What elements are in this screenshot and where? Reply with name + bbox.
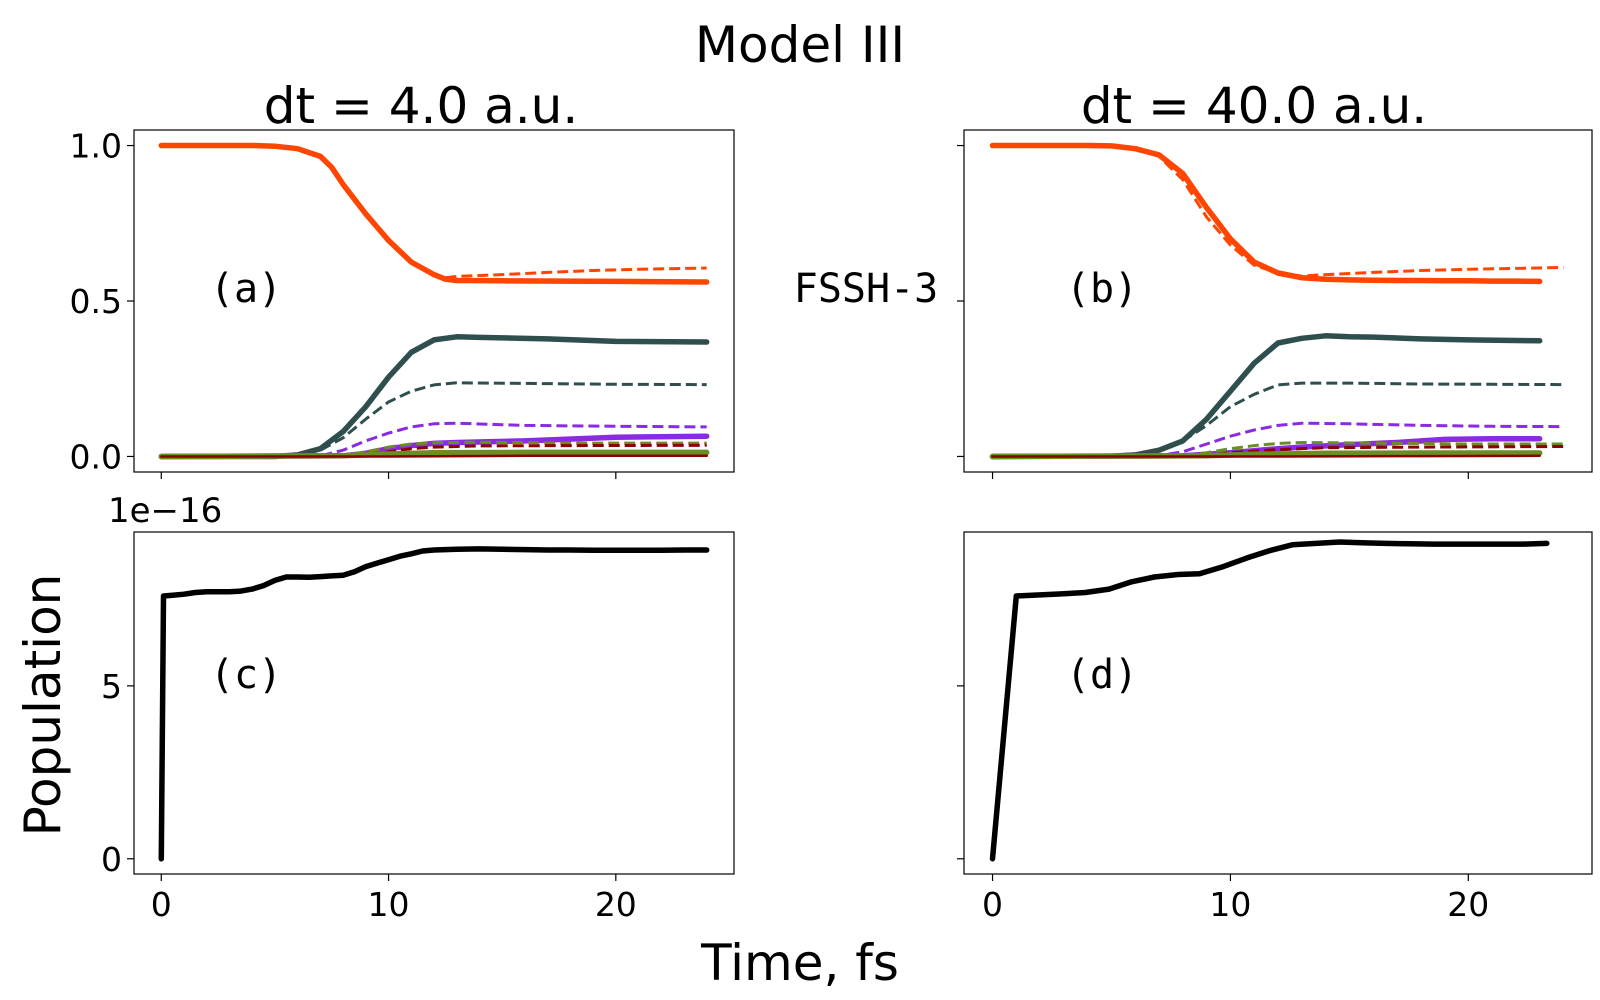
panel-b-ticks [957,144,1469,479]
panel-c-ticks: 0 10 20 0 5 [101,667,637,924]
panel-c-ytick-label: 0 [101,840,122,879]
panel-a-series [158,142,710,460]
panel-a-title: dt = 4.0 a.u. [264,77,579,135]
panel-b-series-3-slate-dashed [992,381,1564,458]
panel-a-ytick-label: 0.5 [70,282,122,321]
panel-b-series-0-orange-solid [989,142,1543,285]
panel-b-title: dt = 40.0 a.u. [1081,77,1427,135]
panel-d-series [989,539,1550,862]
figure-title: Model III [695,16,905,74]
panel-b-frame [963,129,1593,473]
panel-c-label: (c) [210,652,282,698]
y-axis-label: Population [14,574,72,837]
panel-c-series [158,546,710,862]
panel-b-label: (b) [1066,266,1138,312]
panel-d-ticks: 0 10 20 [957,685,1489,924]
panel-a-ytick-label: 0.0 [70,437,122,476]
panel-d: 0 10 20 (d) [957,531,1593,924]
panel-a-series-1-orange-dashed [445,266,707,280]
panel-b-series [989,142,1564,460]
panel-d-series-0-black-solid [989,539,1550,862]
panel-d-xtick-label: 20 [1447,885,1489,924]
panel-c-offset-text: 1e−16 [108,491,222,531]
panel-d-label: (d) [1066,652,1138,698]
panel-d-xtick-label: 0 [982,885,1003,924]
panel-c-ytick-label: 5 [101,667,122,706]
panel-a-label: (a) [210,266,282,312]
panel-c-xtick-label: 10 [368,885,410,924]
panel-a-series-9-darkred-solid [160,454,708,458]
panel-d-frame [963,531,1593,875]
panel-b-series-4-purple-dashed [992,421,1564,458]
fssh-label: FSSH-3 [794,266,939,312]
x-axis-label: Time, fs [700,934,899,992]
panel-d-xtick-label: 10 [1209,885,1251,924]
panel-b-series-1-orange-dashed [992,144,1564,278]
panel-c-xtick-label: 0 [151,885,172,924]
panel-a: 0.0 0.5 1.0 (a) [70,127,735,479]
panel-c-frame [133,531,735,875]
panel-b: (b) [957,129,1593,479]
panel-c-series-0-black-solid [158,546,710,862]
panel-c-xtick-label: 20 [595,885,637,924]
panel-b-series-9-darkred-solid [991,454,1541,458]
panel-a-ticks: 0.0 0.5 1.0 [70,127,617,479]
panel-a-series-0-orange-solid [158,142,710,285]
panel-c: 0 10 20 0 5 (c) 1e−16 [101,491,735,924]
panel-a-ytick-label: 1.0 [70,127,122,166]
